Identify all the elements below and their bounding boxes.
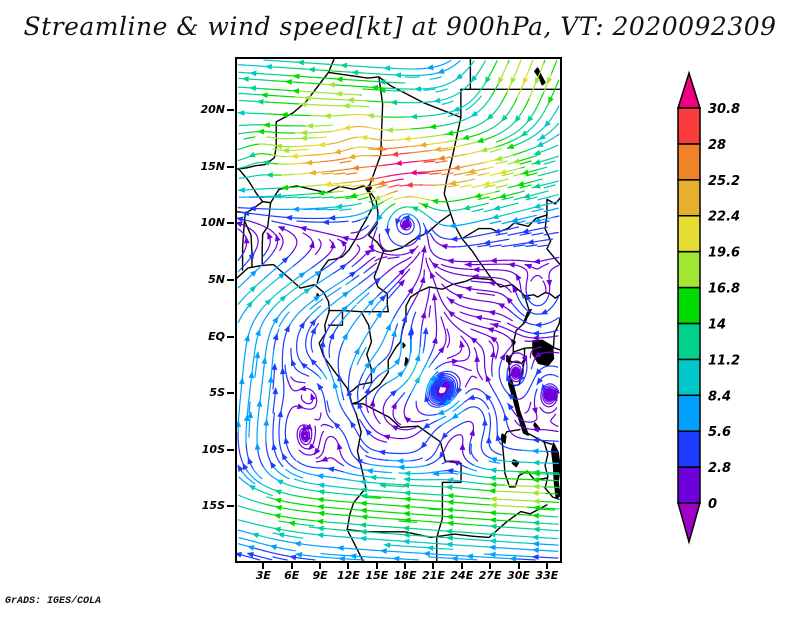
colorbar-segment [677, 394, 701, 432]
colorbar-level-label: 16.8 [708, 282, 740, 297]
colorbar-segment [677, 322, 701, 361]
streamline-map-canvas [237, 59, 560, 561]
lon-tick-mark [460, 563, 463, 569]
grads-attribution: GrADS: IGES/COLA [5, 596, 102, 607]
lat-tick-label: 10S [201, 442, 225, 456]
lon-tick-mark [262, 563, 265, 569]
lat-tick-mark [227, 505, 234, 508]
lon-tick-mark [404, 563, 407, 569]
lat-tick-mark [227, 392, 234, 395]
lat-tick-mark [227, 448, 234, 451]
chart-title: Streamline & wind speed[kt] at 900hPa, V… [23, 12, 777, 41]
colorbar-segment [677, 250, 701, 289]
colorbar-level-label: 11.2 [708, 353, 740, 368]
lon-tick-label: 30E [507, 569, 530, 582]
lat-tick-mark [227, 165, 234, 168]
colorbar-level-label: 25.2 [708, 174, 740, 189]
colorbar-level-label: 22.4 [708, 210, 740, 225]
lon-tick-label: 9E [312, 569, 328, 582]
lon-tick-mark [517, 563, 520, 569]
lat-tick-label: 20N [200, 103, 225, 117]
colorbar-segment [677, 143, 701, 181]
lon-tick-label: 21E [422, 569, 445, 582]
lat-tick-mark [227, 335, 234, 338]
lat-tick-label: 15N [200, 159, 225, 173]
lon-tick-label: 6E [284, 569, 300, 582]
colorbar-segment [677, 214, 701, 253]
lon-tick-mark [432, 563, 435, 569]
lon-tick-mark [489, 563, 492, 569]
colorbar-under-arrow [677, 502, 701, 545]
colorbar-level-label: 5.6 [708, 425, 731, 440]
lon-tick-label: 3E [255, 569, 271, 582]
colorbar-segment [677, 430, 701, 468]
lat-tick-label: 5S [209, 386, 225, 400]
colorbar-level-label: 2.8 [708, 461, 731, 476]
wind-speed-colorbar: 0 2.8 5.6 8.4 11.2 14 16.8 19.6 22.4 25.2 28 30.8 [676, 70, 740, 545]
lat-tick-mark [227, 279, 234, 281]
colorbar-segment [677, 107, 701, 145]
lon-tick-mark [545, 563, 548, 569]
lon-tick-label: 33E [535, 569, 559, 582]
colorbar-level-label: 30.8 [708, 102, 740, 117]
colorbar-segment [677, 286, 701, 325]
lon-tick-label: 27E [478, 569, 502, 582]
map-plot-area [235, 57, 562, 563]
colorbar-segment [677, 179, 701, 217]
lat-tick-label: EQ [208, 329, 225, 343]
lon-tick-mark [319, 563, 322, 569]
colorbar-level-label: 28 [708, 138, 726, 153]
colorbar-segment [677, 358, 701, 397]
lat-tick-label: 15S [201, 499, 225, 513]
lat-tick-label: 5N [208, 273, 225, 286]
colorbar-level-label: 0 [708, 497, 717, 512]
lon-tick-mark [290, 563, 293, 569]
lon-tick-label: 12E [336, 569, 360, 582]
colorbar-level-label: 8.4 [708, 389, 731, 404]
colorbar-over-arrow [676, 70, 702, 109]
colorbar-segment [677, 466, 701, 504]
lat-tick-mark [227, 222, 234, 225]
lon-tick-label: 15E [365, 569, 389, 582]
lon-tick-mark [375, 563, 378, 569]
colorbar-level-label: 14 [708, 317, 726, 332]
lon-tick-mark [347, 563, 350, 569]
lat-tick-mark [227, 109, 234, 112]
lon-tick-label: 18E [393, 569, 417, 582]
colorbar-level-label: 19.6 [708, 246, 740, 261]
lon-tick-label: 24E [450, 569, 474, 582]
lat-tick-label: 10N [200, 216, 225, 230]
